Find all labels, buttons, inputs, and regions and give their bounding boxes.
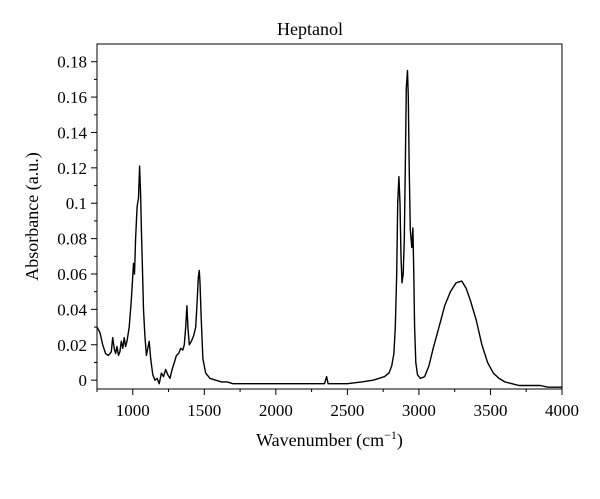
x-axis-ticks: 1000 1500 2000 2500 3000 3500 4000 [96, 389, 579, 420]
x-axis-title-main: Wavenumber (cm [256, 430, 384, 451]
x-tick-label: 3500 [473, 401, 507, 420]
y-tick-label: 0 [79, 371, 88, 390]
y-axis-title: Absorbance (a.u.) [22, 152, 43, 280]
y-tick-label: 0.14 [57, 123, 87, 142]
x-axis-title-close: ) [397, 430, 403, 451]
y-axis-ticks: 0 0.02 0.04 0.06 0.08 0.1 0.12 0.14 0.16 0.18 [57, 53, 97, 390]
x-tick-label: 2000 [259, 401, 293, 420]
x-tick-label: 3000 [402, 401, 436, 420]
x-axis-title-superscript: −1 [384, 428, 397, 442]
x-tick-label: 1500 [187, 401, 221, 420]
y-tick-label: 0.16 [57, 88, 87, 107]
plot-frame [96, 43, 563, 390]
x-axis-title: Wavenumber (cm−1) [256, 428, 403, 451]
x-tick-label: 2500 [330, 401, 364, 420]
y-tick-label: 0.1 [66, 194, 87, 213]
y-tick-label: 0.18 [57, 53, 87, 72]
y-tick-label: 0.04 [57, 300, 87, 319]
absorbance-series-line [96, 69, 562, 388]
x-tick-label: 1000 [116, 401, 150, 420]
y-tick-label: 0.12 [57, 159, 87, 178]
y-tick-label: 0.02 [57, 336, 87, 355]
y-tick-label: 0.06 [57, 265, 87, 284]
x-tick-label: 4000 [545, 401, 579, 420]
y-tick-label: 0.08 [57, 230, 87, 249]
chart-title: Heptanol [277, 19, 343, 39]
